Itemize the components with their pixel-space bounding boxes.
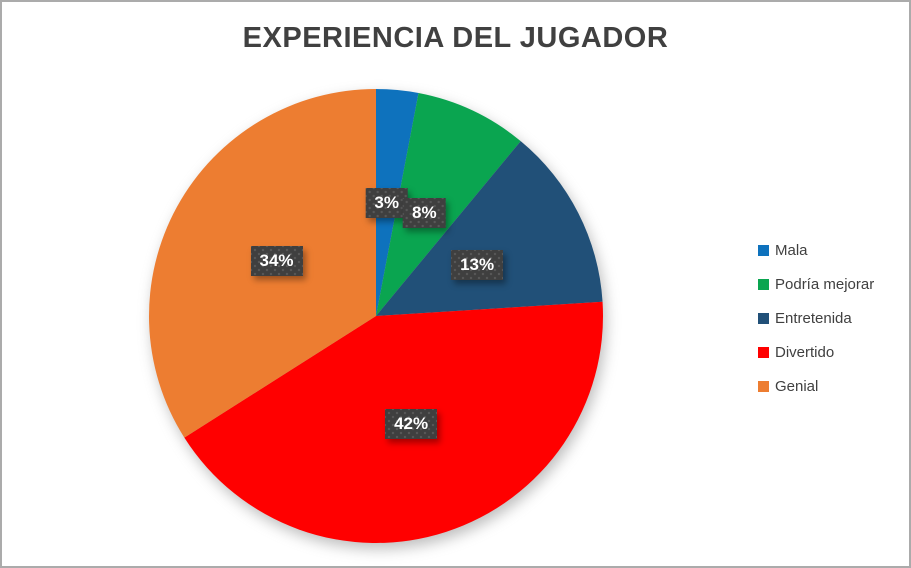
legend: Mala Podría mejorar Entretenida Divertido Ge… bbox=[758, 240, 874, 410]
legend-swatch-genial bbox=[758, 381, 769, 392]
data-label-podria-mejorar[interactable]: 8% bbox=[403, 198, 446, 228]
data-label-entretenida[interactable]: 13% bbox=[451, 250, 503, 280]
legend-swatch-entretenida bbox=[758, 313, 769, 324]
legend-swatch-podria-mejorar bbox=[758, 279, 769, 290]
legend-swatch-divertido bbox=[758, 347, 769, 358]
legend-item-divertido[interactable]: Divertido bbox=[758, 342, 874, 363]
legend-label: Divertido bbox=[775, 344, 835, 361]
pie-slice-podria-mejorar[interactable] bbox=[376, 93, 521, 317]
legend-label: Podría mejorar bbox=[775, 276, 875, 293]
legend-label: Entretenida bbox=[775, 310, 852, 327]
pie-slice-entretenida[interactable] bbox=[376, 141, 603, 316]
legend-item-mala[interactable]: Mala bbox=[758, 240, 874, 261]
legend-label: Genial bbox=[775, 378, 819, 395]
legend-swatch-mala bbox=[758, 245, 769, 256]
legend-label: Mala bbox=[775, 242, 808, 259]
legend-item-genial[interactable]: Genial bbox=[758, 376, 874, 397]
chart-title: EXPERIENCIA DEL JUGADOR bbox=[242, 22, 669, 54]
pie-slice-divertido[interactable] bbox=[184, 301, 603, 543]
data-label-divertido[interactable]: 42% bbox=[385, 409, 437, 439]
legend-item-podria-mejorar[interactable]: Podría mejorar bbox=[758, 274, 874, 295]
legend-item-entretenida[interactable]: Entretenida bbox=[758, 308, 874, 329]
data-label-mala[interactable]: 3% bbox=[365, 188, 408, 218]
data-label-genial[interactable]: 34% bbox=[250, 246, 302, 276]
